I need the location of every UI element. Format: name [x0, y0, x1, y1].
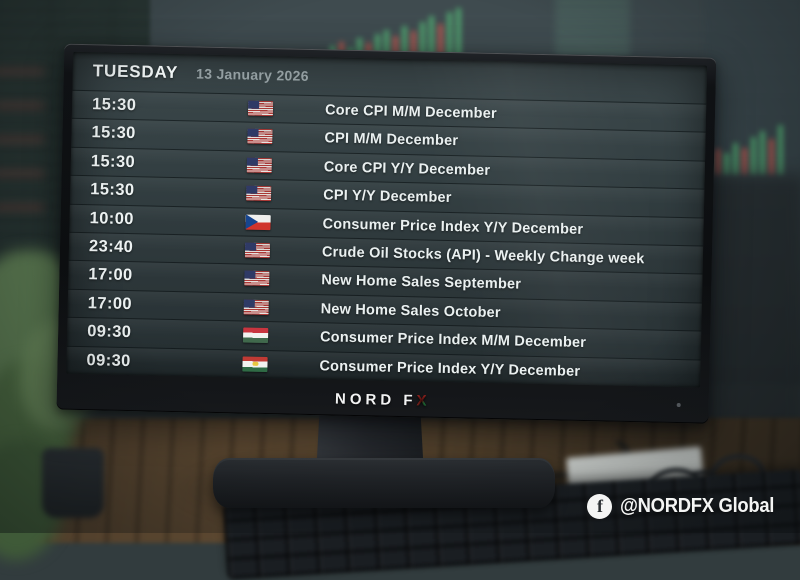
flag-us-icon [244, 270, 270, 287]
flag-us-icon [247, 100, 274, 117]
nordfx-logo-text: NORD F [334, 390, 417, 410]
event-time: 10:00 [89, 208, 135, 228]
event-time: 17:00 [88, 265, 133, 285]
monitor-stand-base [213, 458, 555, 508]
event-title: Core CPI Y/Y December [323, 159, 491, 179]
plant-pot [42, 448, 104, 518]
event-time: 15:30 [91, 95, 137, 115]
flag-us-icon [243, 299, 269, 315]
event-title: New Home Sales September [321, 272, 522, 293]
event-time: 15:30 [90, 151, 136, 171]
nordfx-logo-x: X [416, 392, 431, 410]
flag-tj-icon [242, 356, 268, 372]
event-title: Core CPI M/M December [324, 102, 497, 123]
event-time: 15:30 [90, 180, 135, 200]
event-title: Consumer Price Index Y/Y December [319, 357, 581, 380]
nordfx-logo: NORD FX [57, 384, 709, 415]
event-time: 17:00 [87, 293, 133, 313]
flag-us-icon [246, 185, 272, 202]
social-badge: f @NORDFX Global [587, 494, 788, 519]
facebook-icon: f [587, 494, 613, 519]
event-time: 09:30 [86, 322, 132, 342]
calendar-date: 13 January 2026 [195, 65, 309, 84]
calendar-rows: 15:30 Core CPI M/M December 15:30 CPI M/… [66, 89, 707, 388]
flag-us-icon [246, 157, 272, 173]
social-handle: @NORDFX Global [620, 495, 775, 517]
flag-hu-icon [242, 327, 269, 344]
calendar-day: TUESDAY [92, 61, 179, 83]
flag-cz-icon [245, 214, 271, 230]
background-quote-board-red-values [0, 70, 44, 220]
event-title: Crude Oil Stocks (API) - Weekly Change w… [321, 244, 645, 268]
event-title: Consumer Price Index Y/Y December [322, 215, 584, 238]
economic-calendar-screen: TUESDAY 13 January 2026 15:30 Core CPI M… [66, 51, 708, 388]
flag-us-icon [247, 128, 273, 145]
background-price-column [555, 0, 630, 60]
event-title: CPI Y/Y December [323, 187, 452, 207]
event-title: Consumer Price Index M/M December [319, 329, 587, 352]
event-time: 09:30 [86, 350, 131, 370]
monitor: TUESDAY 13 January 2026 15:30 Core CPI M… [56, 43, 717, 424]
event-title: New Home Sales October [320, 300, 501, 321]
flag-us-icon [244, 242, 271, 259]
event-time: 23:40 [88, 237, 134, 257]
event-time: 15:30 [91, 123, 136, 143]
event-title: CPI M/M December [324, 130, 459, 150]
background-candlestick-chart-right [706, 115, 800, 175]
